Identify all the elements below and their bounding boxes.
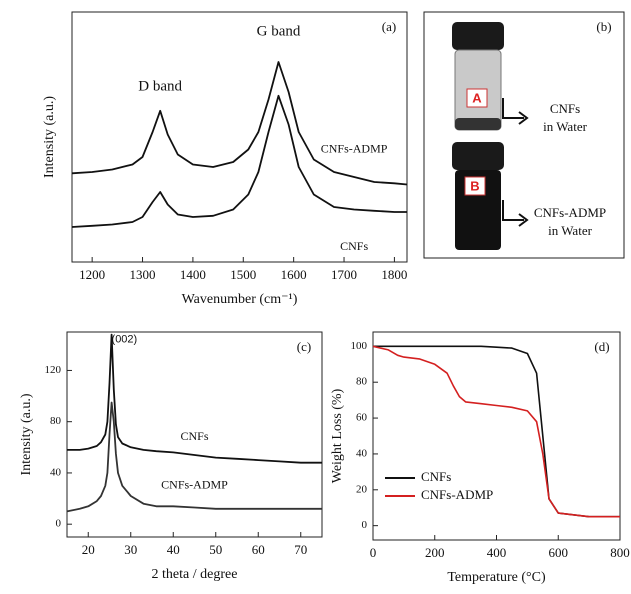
x-tick-label: 200	[425, 545, 445, 560]
y-tick-label: 40	[50, 466, 62, 478]
vial-caption: in Water	[543, 119, 588, 134]
y-axis-label: Weight Loss (%)	[330, 388, 345, 483]
x-tick-label: 1800	[381, 267, 407, 282]
arrow-head	[518, 213, 529, 227]
chart-panel: 0 200 400 600 800 0 20 40 60 80 100 Temperature (°C…	[330, 331, 630, 585]
legend-label: CNFs	[421, 469, 451, 484]
arrow	[502, 200, 524, 221]
vial-cap	[452, 22, 504, 50]
x-tick-label: 1400	[180, 267, 206, 282]
data-line	[67, 333, 322, 464]
series-label: CNFs-ADMP	[161, 478, 228, 492]
x-tick-label: 60	[252, 542, 265, 557]
y-tick-label: 20	[356, 483, 368, 495]
y-tick-label: 100	[351, 340, 368, 352]
panel-label: (c)	[297, 339, 311, 354]
chart-panel: 20 30 40 50 60 70 0 40 80 120 2 theta / degree Inte…	[19, 331, 323, 582]
y-tick-label: 120	[45, 364, 62, 376]
panel-label: (a)	[382, 19, 396, 34]
x-tick-label: 30	[124, 542, 137, 557]
vial-caption: CNFs	[550, 101, 580, 116]
x-tick-label: 1600	[281, 267, 307, 282]
x-tick-label: 40	[167, 542, 180, 557]
x-tick-label: 50	[209, 542, 222, 557]
legend-label: CNFs-ADMP	[421, 487, 493, 502]
vial-cap	[452, 142, 504, 170]
x-tick-label: 1700	[331, 267, 357, 282]
vial-tag	[464, 176, 486, 196]
vial-letter: B	[470, 178, 479, 193]
x-tick-label: 1200	[79, 267, 105, 282]
y-tick-label: 60	[356, 412, 368, 424]
x-axis-label: 2 theta / degree	[152, 567, 238, 582]
x-tick-label: 70	[294, 542, 307, 557]
x-axis-label: Temperature (°C)	[447, 570, 546, 585]
data-line	[372, 345, 620, 518]
vial-caption: in Water	[548, 223, 593, 238]
vial-letter: A	[472, 90, 482, 105]
x-axis-label: Wavenumber (cm⁻¹)	[182, 292, 298, 307]
series-label: CNFs	[180, 429, 208, 443]
arrow-head	[518, 111, 529, 125]
y-tick-label: 0	[56, 518, 62, 530]
x-tick-label: 800	[610, 545, 630, 560]
annotation: D band	[138, 78, 182, 94]
annotation: (002)	[112, 334, 138, 346]
x-tick-label: 0	[370, 545, 377, 560]
series-label: CNFs	[340, 239, 368, 253]
data-line	[66, 401, 322, 513]
y-tick-label: 0	[362, 519, 368, 531]
x-tick-label: 1500	[230, 267, 256, 282]
y-axis-label: Intensity (a.u.)	[19, 393, 34, 475]
panel-label: (b)	[596, 19, 611, 34]
series-label: CNFs-ADMP	[321, 141, 388, 155]
y-tick-label: 40	[356, 447, 368, 459]
annotation: G band	[257, 23, 301, 39]
panel-label: (d)	[594, 339, 609, 354]
panel-frame	[423, 11, 625, 259]
x-tick-label: 400	[487, 545, 507, 560]
data-line	[373, 345, 620, 518]
x-tick-label: 20	[82, 542, 95, 557]
data-line	[71, 61, 408, 186]
plot-frame	[372, 331, 621, 541]
vial-caption: CNFs-ADMP	[534, 205, 606, 220]
arrow	[502, 98, 524, 119]
vial-bottom	[455, 118, 501, 130]
photo-panel: (b) A CNFs in Water B CNFs-ADMP in Water	[423, 11, 625, 259]
vial-tag	[466, 88, 488, 108]
x-tick-label: 600	[549, 545, 569, 560]
y-axis-label: Intensity (a.u.)	[42, 96, 57, 178]
chart-panel: 1200 1300 1400 1500 1600 1700 1800 Wavenumber (…	[42, 11, 408, 307]
y-tick-label: 80	[50, 415, 62, 427]
y-tick-label: 80	[356, 376, 368, 388]
x-tick-label: 1300	[130, 267, 156, 282]
plot-frame	[66, 331, 323, 538]
data-line	[71, 94, 407, 228]
plot-frame	[71, 11, 408, 263]
